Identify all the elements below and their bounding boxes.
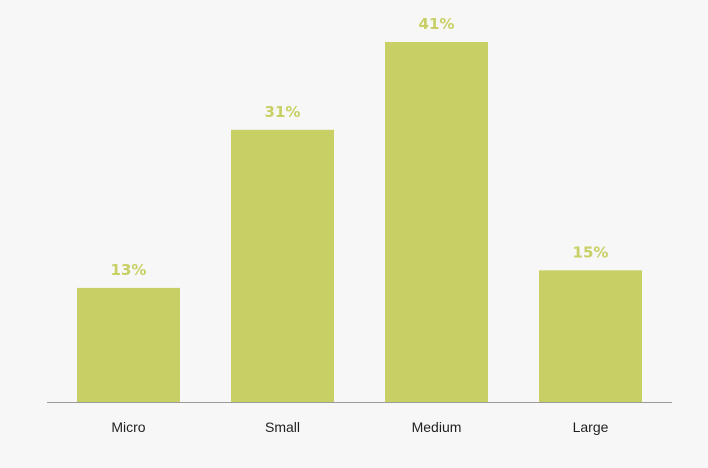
- bars-layer: [77, 42, 642, 403]
- bar-medium: [385, 42, 488, 402]
- x-tick-label-micro: Micro: [111, 419, 145, 435]
- value-label-micro: 13%: [111, 261, 147, 279]
- x-tick-label-medium: Medium: [412, 419, 462, 435]
- bar-small: [231, 129, 334, 403]
- x-tick-labels-layer: Micro Small Medium Large: [111, 419, 608, 435]
- x-tick-label-small: Small: [265, 419, 300, 435]
- value-label-medium: 41%: [419, 15, 455, 33]
- bar-large: [539, 270, 642, 402]
- value-label-small: 31%: [265, 103, 301, 121]
- x-tick-label-large: Large: [573, 419, 609, 435]
- value-label-large: 15%: [573, 243, 609, 261]
- bar-micro: [77, 287, 180, 402]
- value-labels-layer: 13% 31% 41% 15%: [111, 15, 609, 279]
